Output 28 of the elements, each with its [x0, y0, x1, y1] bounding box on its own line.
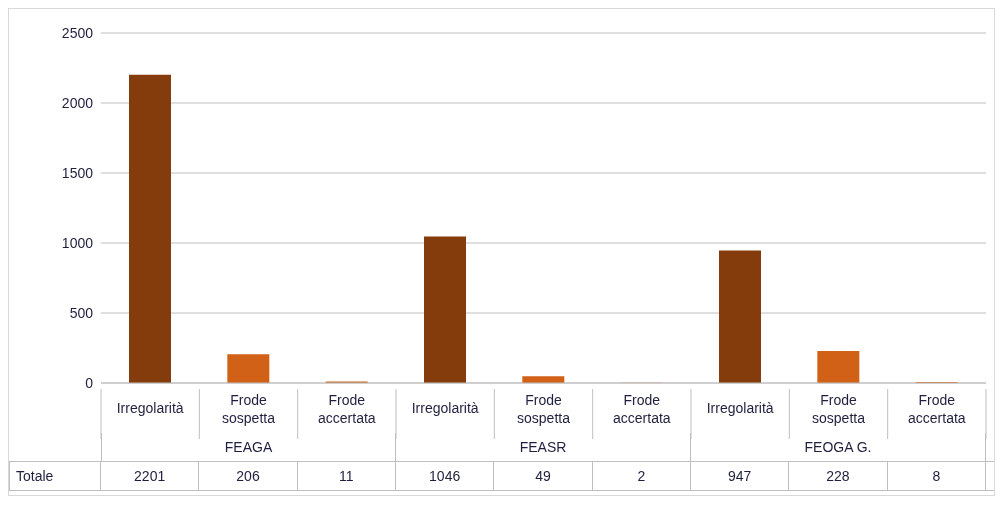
y-tick-label: 2000 [61, 94, 94, 111]
data-label: 206 [199, 462, 298, 490]
data-label: 1046 [395, 462, 495, 490]
y-tick-label: 1000 [61, 234, 94, 251]
data-label: 49 [494, 462, 593, 490]
x-tick-label: Frode accertata [318, 392, 376, 426]
x-tick-label: Frode accertata [908, 392, 966, 426]
text: Totale [9, 462, 101, 490]
x-tick-label: Irregolarità [116, 400, 184, 416]
data-label: 2 [592, 462, 691, 490]
data-label: 228 [789, 462, 888, 490]
y-tick-label: 2500 [61, 24, 94, 41]
y-tick-label: 0 [85, 374, 94, 391]
text: FEASR [396, 433, 691, 461]
data-label: 947 [690, 462, 790, 490]
text: FEAGA [101, 433, 396, 461]
y-tick-label: 500 [69, 304, 94, 321]
y-tick-label: 1500 [61, 164, 94, 181]
text: FEOGA G. [691, 433, 986, 461]
x-tick-label: Frode sospetta [517, 392, 571, 426]
data-label: 11 [297, 462, 396, 490]
data-label: 2201 [101, 462, 200, 490]
x-tick-label: Frode sospetta [812, 392, 866, 426]
data-label: 8 [887, 462, 986, 490]
x-tick-label: Frode sospetta [222, 392, 276, 426]
x-tick-label: Irregolarità [411, 400, 479, 416]
x-tick-label: Frode accertata [613, 392, 671, 426]
x-tick-label: Irregolarità [706, 400, 774, 416]
